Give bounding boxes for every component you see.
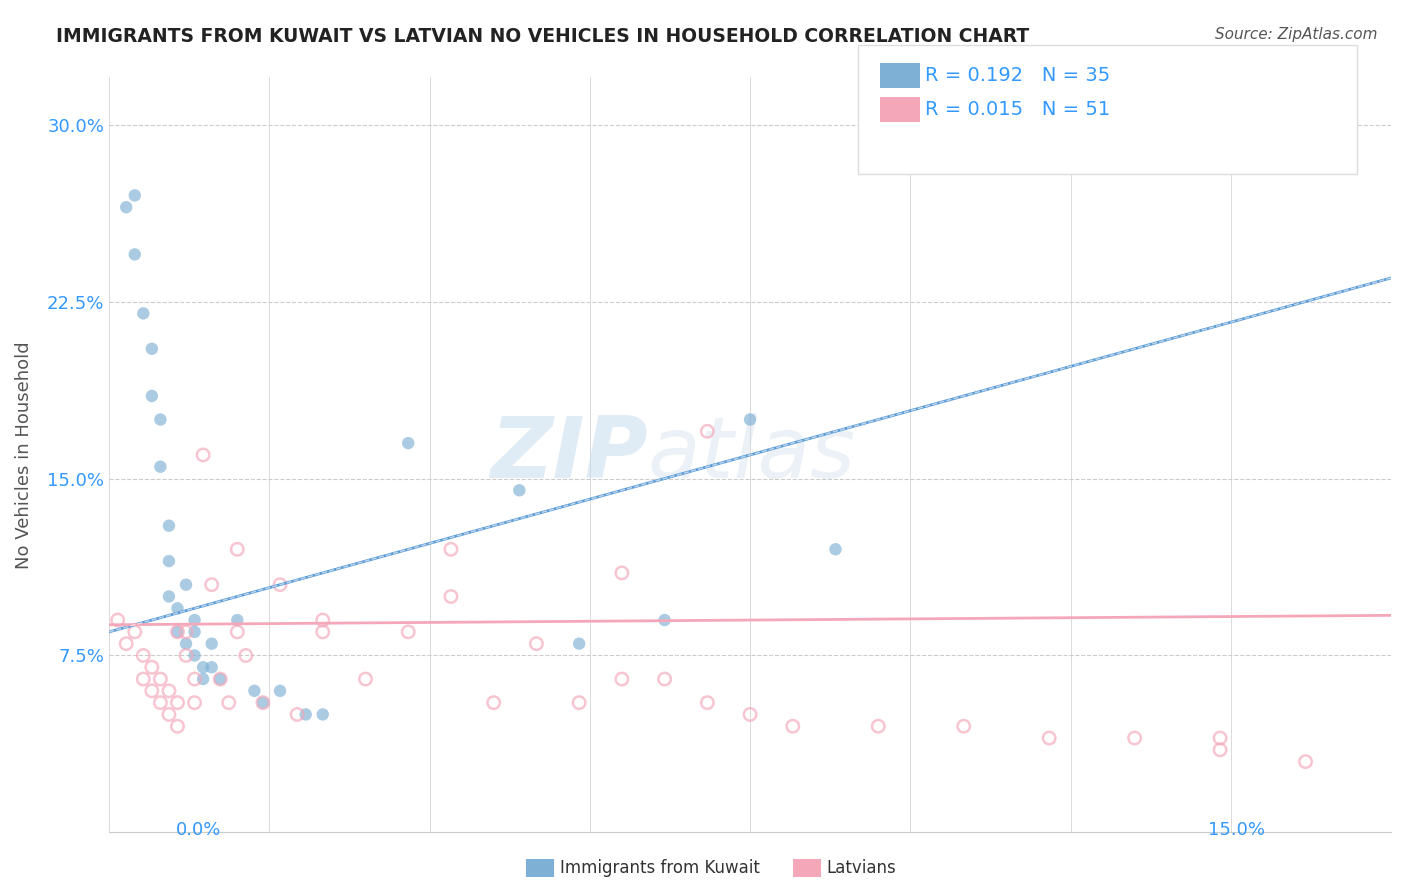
Point — [174, 577, 197, 591]
Point — [235, 648, 257, 663]
Point — [696, 425, 718, 439]
Point — [124, 624, 146, 639]
Point — [209, 672, 232, 686]
Point — [738, 707, 761, 722]
Point — [738, 412, 761, 426]
Point — [1123, 731, 1146, 745]
Point — [226, 613, 249, 627]
Point — [149, 696, 172, 710]
Point — [354, 672, 377, 686]
Point — [782, 719, 804, 733]
Point — [141, 342, 163, 356]
Point — [124, 247, 146, 261]
Point — [654, 672, 676, 686]
Point — [1295, 755, 1317, 769]
Point — [252, 696, 274, 710]
Point — [226, 624, 249, 639]
Point — [312, 707, 335, 722]
Point — [824, 542, 846, 557]
Point — [157, 707, 180, 722]
Point — [952, 719, 974, 733]
Point — [285, 707, 308, 722]
Point — [149, 459, 172, 474]
Point — [226, 542, 249, 557]
Point — [568, 637, 591, 651]
Point — [396, 624, 419, 639]
Point — [115, 637, 138, 651]
Point — [269, 577, 291, 591]
Text: R = 0.192   N = 35: R = 0.192 N = 35 — [925, 66, 1111, 86]
Point — [174, 624, 197, 639]
Point — [312, 624, 335, 639]
Point — [696, 696, 718, 710]
Point — [191, 448, 214, 462]
Point — [174, 648, 197, 663]
Point — [868, 719, 890, 733]
Point — [132, 306, 155, 320]
Point — [440, 542, 463, 557]
Point — [209, 672, 232, 686]
Point — [183, 624, 205, 639]
Point — [201, 637, 224, 651]
Point — [396, 436, 419, 450]
Point — [157, 590, 180, 604]
Point — [149, 412, 172, 426]
Point — [243, 683, 266, 698]
Point — [115, 200, 138, 214]
Point — [218, 696, 240, 710]
Point — [166, 601, 188, 615]
Point — [183, 672, 205, 686]
Point — [1038, 731, 1060, 745]
Point — [312, 613, 335, 627]
Point — [1209, 743, 1232, 757]
Point — [149, 672, 172, 686]
Text: Latvians: Latvians — [827, 859, 897, 877]
Point — [568, 696, 591, 710]
Point — [183, 696, 205, 710]
Text: Source: ZipAtlas.com: Source: ZipAtlas.com — [1215, 27, 1378, 42]
Point — [252, 696, 274, 710]
Point — [132, 672, 155, 686]
Y-axis label: No Vehicles in Household: No Vehicles in Household — [15, 341, 32, 569]
Point — [269, 683, 291, 698]
Point — [440, 590, 463, 604]
Point — [132, 648, 155, 663]
Text: Immigrants from Kuwait: Immigrants from Kuwait — [560, 859, 759, 877]
Point — [508, 483, 530, 498]
Point — [174, 637, 197, 651]
Point — [166, 624, 188, 639]
Point — [124, 188, 146, 202]
Point — [141, 683, 163, 698]
Point — [166, 624, 188, 639]
Point — [191, 660, 214, 674]
Text: 15.0%: 15.0% — [1208, 821, 1265, 838]
Text: R = 0.015   N = 51: R = 0.015 N = 51 — [925, 100, 1111, 120]
Point — [157, 683, 180, 698]
Point — [157, 554, 180, 568]
Point — [201, 660, 224, 674]
Point — [1209, 731, 1232, 745]
Point — [107, 613, 129, 627]
Point — [191, 672, 214, 686]
Point — [157, 518, 180, 533]
Text: atlas: atlas — [648, 413, 855, 497]
Text: ZIP: ZIP — [489, 413, 648, 497]
Point — [166, 696, 188, 710]
Text: 0.0%: 0.0% — [176, 821, 221, 838]
Point — [482, 696, 505, 710]
Point — [166, 719, 188, 733]
Point — [141, 660, 163, 674]
Point — [183, 648, 205, 663]
Point — [183, 613, 205, 627]
Point — [526, 637, 548, 651]
Point — [610, 566, 633, 580]
Point — [654, 613, 676, 627]
Text: IMMIGRANTS FROM KUWAIT VS LATVIAN NO VEHICLES IN HOUSEHOLD CORRELATION CHART: IMMIGRANTS FROM KUWAIT VS LATVIAN NO VEH… — [56, 27, 1029, 45]
Point — [201, 577, 224, 591]
Point — [610, 672, 633, 686]
Point — [141, 389, 163, 403]
Point — [294, 707, 316, 722]
